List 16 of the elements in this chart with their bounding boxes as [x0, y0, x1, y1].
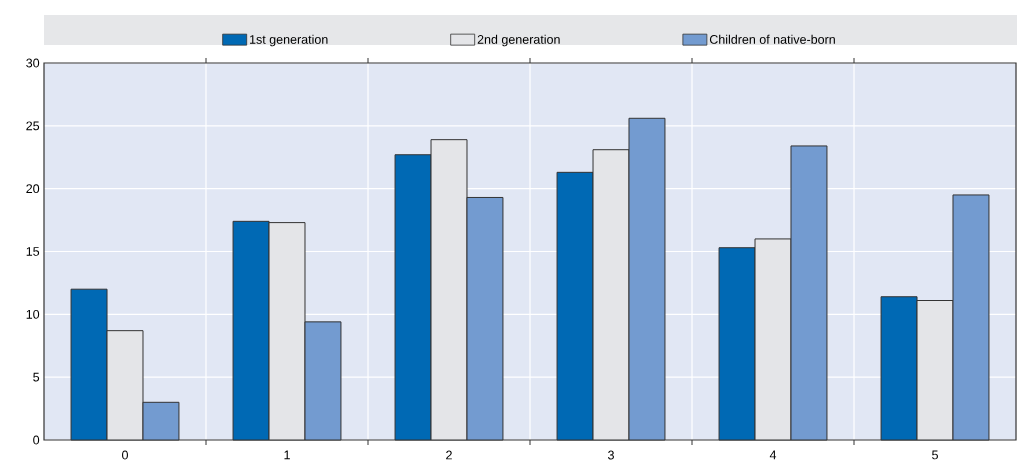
legend-label: 2nd generation — [477, 34, 560, 47]
x-tick-label: 3 — [608, 450, 614, 460]
legend-label: Children of native-born — [709, 34, 835, 44]
y-tick-label: 25 — [26, 121, 40, 131]
y-tick-label: 30 — [26, 58, 40, 68]
y-tick-label: 10 — [26, 309, 40, 319]
x-tick-label: 0 — [122, 450, 128, 460]
y-tick-label: 20 — [26, 184, 40, 194]
legend-label: 1st generation — [250, 34, 328, 47]
x-tick-label: 1 — [284, 450, 290, 460]
x-tick-label: 2 — [446, 450, 452, 460]
y-tick-label: 0 — [33, 435, 40, 445]
x-tick-label: 5 — [932, 450, 938, 460]
x-tick-label: 4 — [769, 450, 777, 460]
y-tick-label: 5 — [33, 372, 40, 382]
y-tick-label: 15 — [26, 247, 40, 256]
